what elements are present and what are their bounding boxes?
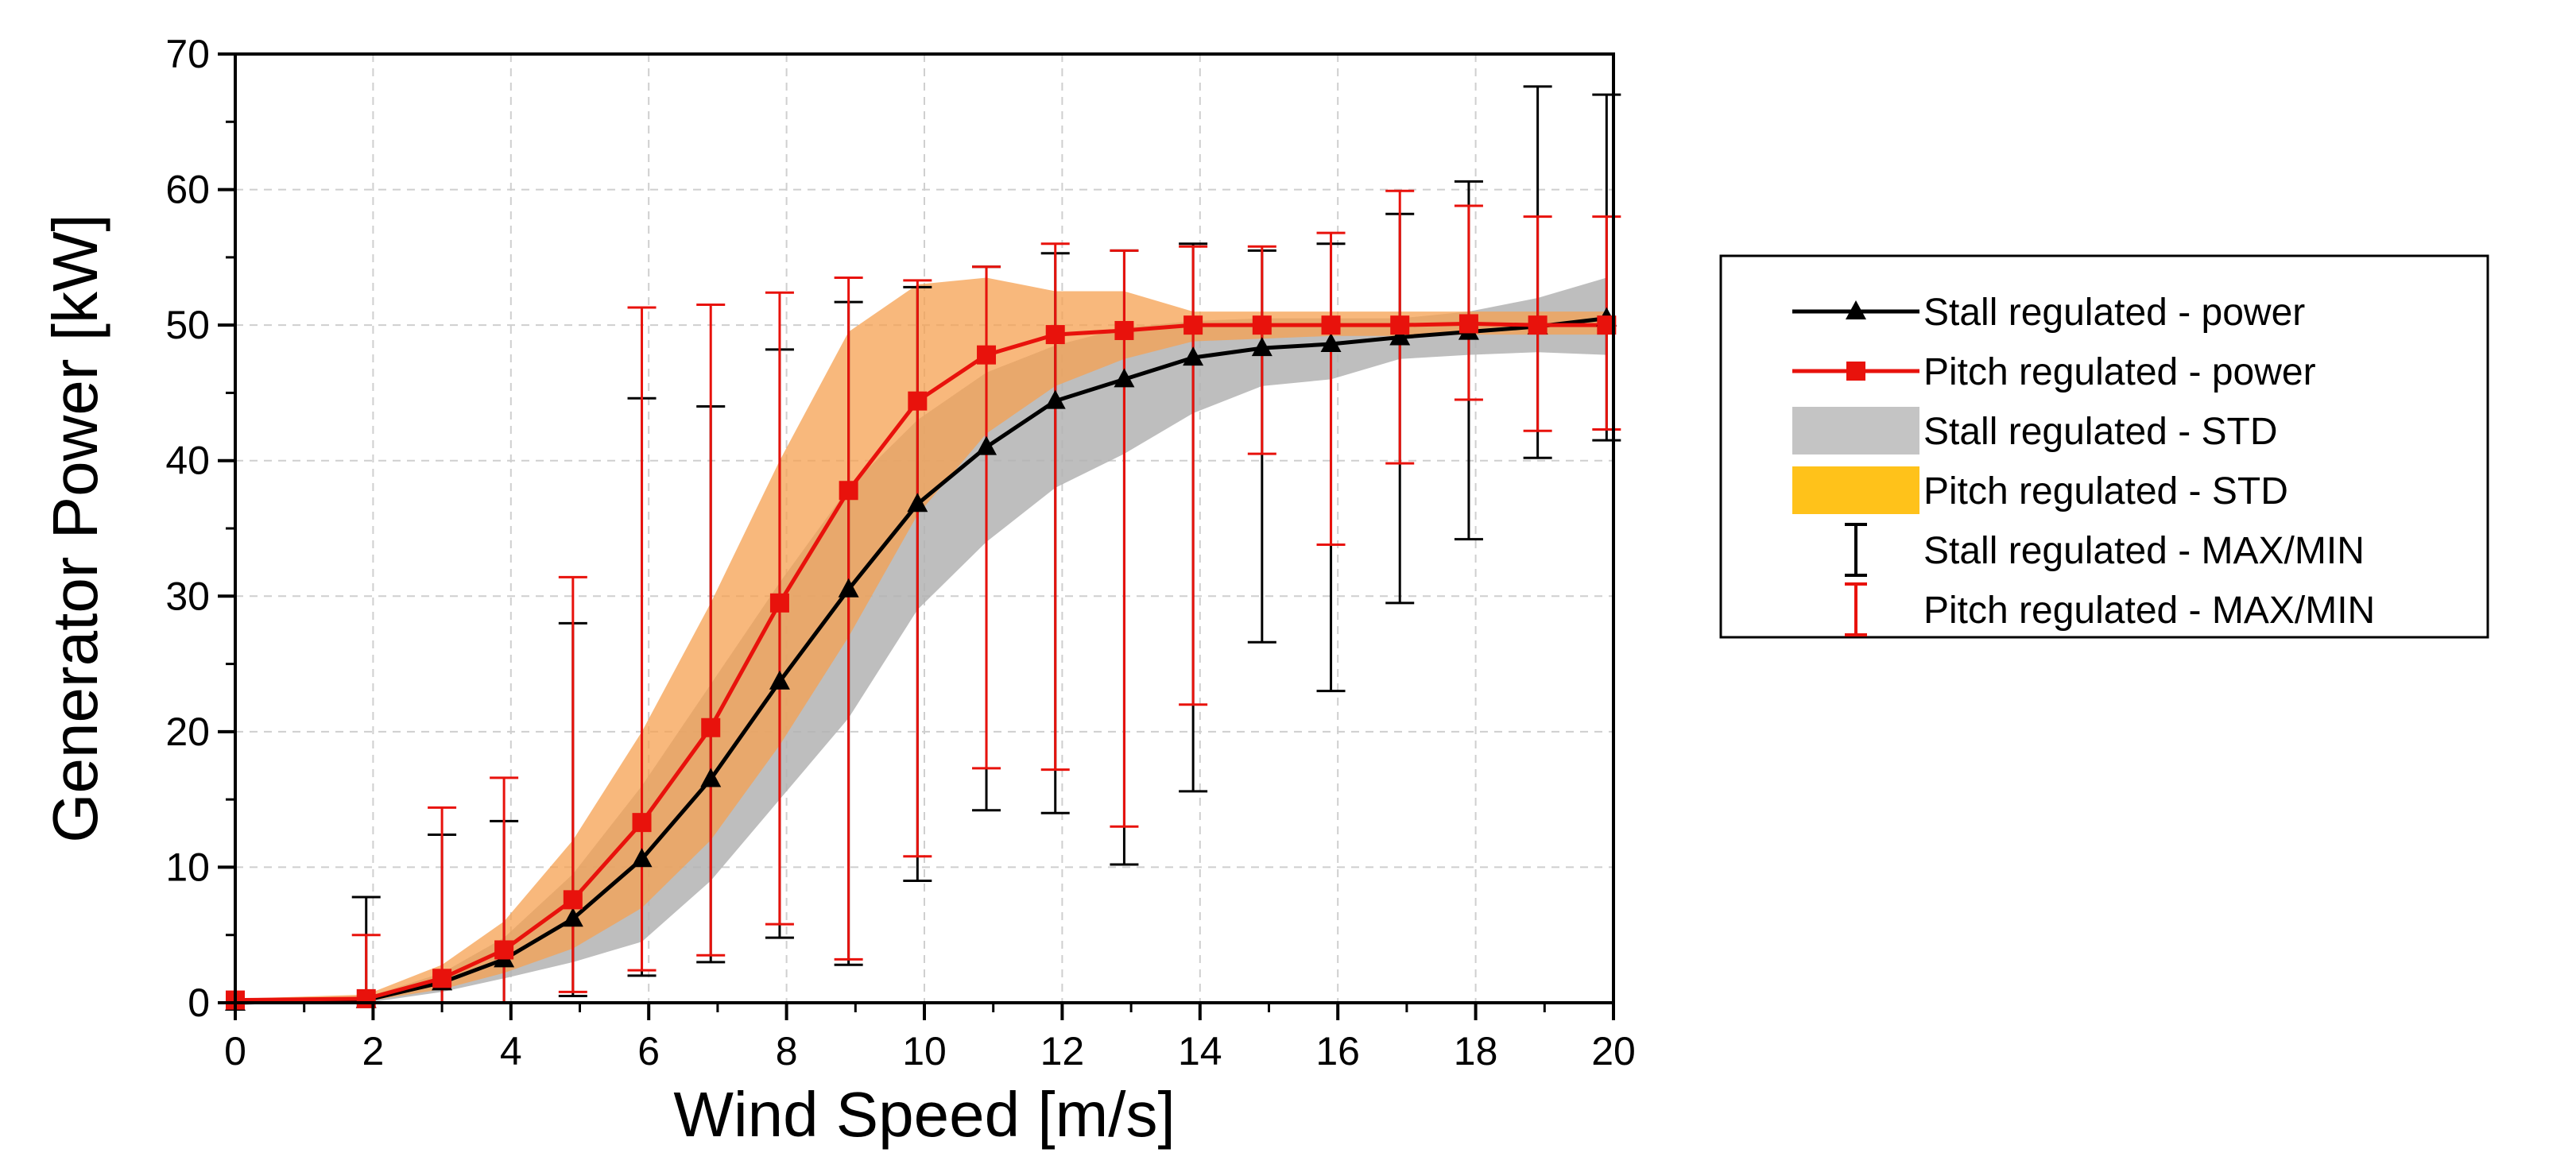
- stall-power-point: [769, 670, 790, 690]
- stall-power-point: [976, 435, 997, 455]
- pitch-power-point: [1183, 315, 1203, 335]
- legend-label: Pitch regulated - power: [1923, 351, 2316, 393]
- pitch-power-point: [769, 593, 789, 613]
- x-tick-label: 2: [362, 1029, 384, 1073]
- legend-item: Pitch regulated - MAX/MIN: [1845, 582, 2375, 636]
- legend-item: Stall regulated - power: [1792, 292, 2305, 334]
- pitch-power-point: [1321, 315, 1341, 335]
- legend-label: Pitch regulated - STD: [1923, 470, 2288, 513]
- pitch-power-point: [1114, 320, 1134, 340]
- pitch-power-point: [908, 391, 928, 411]
- x-tick-label: 8: [776, 1029, 798, 1073]
- x-tick-label: 20: [1591, 1029, 1636, 1073]
- x-tick-label: 0: [224, 1029, 246, 1073]
- legend: Stall regulated - power Pitch regulated -…: [1719, 254, 2489, 639]
- y-tick-label: 0: [188, 981, 210, 1025]
- legend-item: Stall regulated - STD: [1792, 407, 2278, 454]
- stall-power-point: [1251, 337, 1273, 357]
- stall-power-point: [1183, 346, 1204, 366]
- legend-symbol-square: [1846, 362, 1865, 381]
- legend-symbol-triangle: [1846, 300, 1866, 319]
- legend-symbol-fill: [1792, 407, 1919, 454]
- pitch-std-band: [235, 277, 1607, 1003]
- x-tick-label: 18: [1454, 1029, 1498, 1073]
- stall-power-point: [1320, 333, 1342, 353]
- y-tick-label: 10: [165, 845, 210, 889]
- stall-power-line: [234, 316, 1607, 1005]
- legend-item: Pitch regulated - STD: [1792, 466, 2288, 514]
- y-axis-title: Generator Power [kW]: [40, 214, 110, 842]
- y-tick-label: 40: [165, 439, 210, 483]
- pitch-power-point: [1458, 314, 1478, 334]
- pitch-power-point: [977, 345, 997, 365]
- pitch-power-line: [234, 321, 1607, 1003]
- pitch-power-point: [1528, 315, 1548, 335]
- y-tick-label: 20: [165, 710, 210, 754]
- stall-power-point: [907, 493, 928, 513]
- legend-label: Stall regulated - power: [1923, 292, 2305, 334]
- data-markers: [225, 307, 1617, 1011]
- pitch-power-point: [1390, 315, 1410, 335]
- legend-label: Stall regulated - STD: [1923, 411, 2278, 453]
- pitch-power-point: [839, 481, 858, 501]
- x-tick-label: 6: [637, 1029, 660, 1073]
- stall-power-point: [700, 768, 722, 787]
- stall-power-point: [1114, 368, 1135, 388]
- stall-power-point: [562, 907, 583, 927]
- pitch-power-point: [432, 969, 452, 988]
- stall-power-point: [1044, 389, 1066, 409]
- x-tick-label: 16: [1315, 1029, 1360, 1073]
- x-tick-label: 14: [1178, 1029, 1222, 1073]
- legend-label: Pitch regulated - MAX/MIN: [1923, 590, 2375, 632]
- x-axis-title: Wind Speed [m/s]: [673, 1079, 1175, 1150]
- y-tick-label: 30: [165, 574, 210, 618]
- y-tick-label: 70: [165, 32, 210, 76]
- stall-power-point: [631, 848, 653, 868]
- pitch-power-point: [563, 890, 583, 910]
- pitch-power-point: [494, 940, 514, 960]
- stall-power-point: [1389, 326, 1411, 346]
- x-tick-label: 4: [500, 1029, 522, 1073]
- y-tick-label: 50: [165, 303, 210, 347]
- pitch-power-point: [701, 718, 721, 737]
- max-min-error-bars: [351, 85, 1621, 1004]
- pitch-power-point: [632, 813, 652, 833]
- legend-symbol-fill: [1792, 466, 1919, 514]
- legend-label: Stall regulated - MAX/MIN: [1923, 530, 2365, 572]
- pitch-power-point: [1252, 315, 1272, 335]
- x-tick-label: 10: [902, 1029, 947, 1073]
- x-tick-label: 12: [1040, 1029, 1085, 1073]
- y-tick-label: 60: [165, 168, 210, 212]
- axis-ticks: 0 2 4 6 8 10 12 14 16 18 20 0 10 20 30 40 50 60 70: [165, 32, 1635, 1073]
- pitch-power-point: [1045, 325, 1065, 345]
- legend-item: Stall regulated - MAX/MIN: [1845, 523, 2365, 577]
- stall-power-point: [838, 578, 859, 598]
- power-lines: [234, 316, 1607, 1005]
- legend-item: Pitch regulated - power: [1792, 351, 2316, 393]
